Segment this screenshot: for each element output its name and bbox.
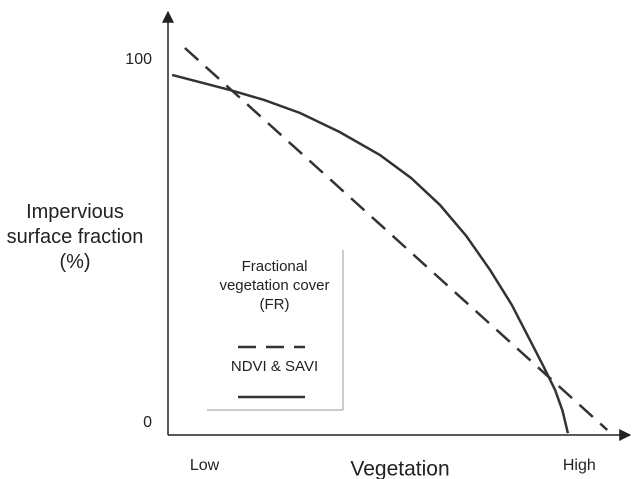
line xyxy=(184,47,609,431)
legend-entry: Fractional vegetation cover (FR) xyxy=(219,258,330,313)
y-axis-label-text: Impervious surface fraction (%) xyxy=(6,201,144,273)
y-axis-label: Impervious surface fraction (%) xyxy=(6,201,144,273)
y-tick-label: 100 xyxy=(125,51,152,68)
line xyxy=(171,73,570,434)
x-tick-label: High xyxy=(563,457,596,474)
y-tick-label: 0 xyxy=(143,414,152,431)
legend-label: Fractional vegetation cover (FR) xyxy=(219,258,330,313)
x-tick-label: Low xyxy=(190,457,220,474)
x-axis-label: Vegetation xyxy=(350,458,449,479)
legend-label: NDVI & SAVI xyxy=(230,358,319,375)
legend-entry: NDVI & SAVI xyxy=(230,358,319,375)
